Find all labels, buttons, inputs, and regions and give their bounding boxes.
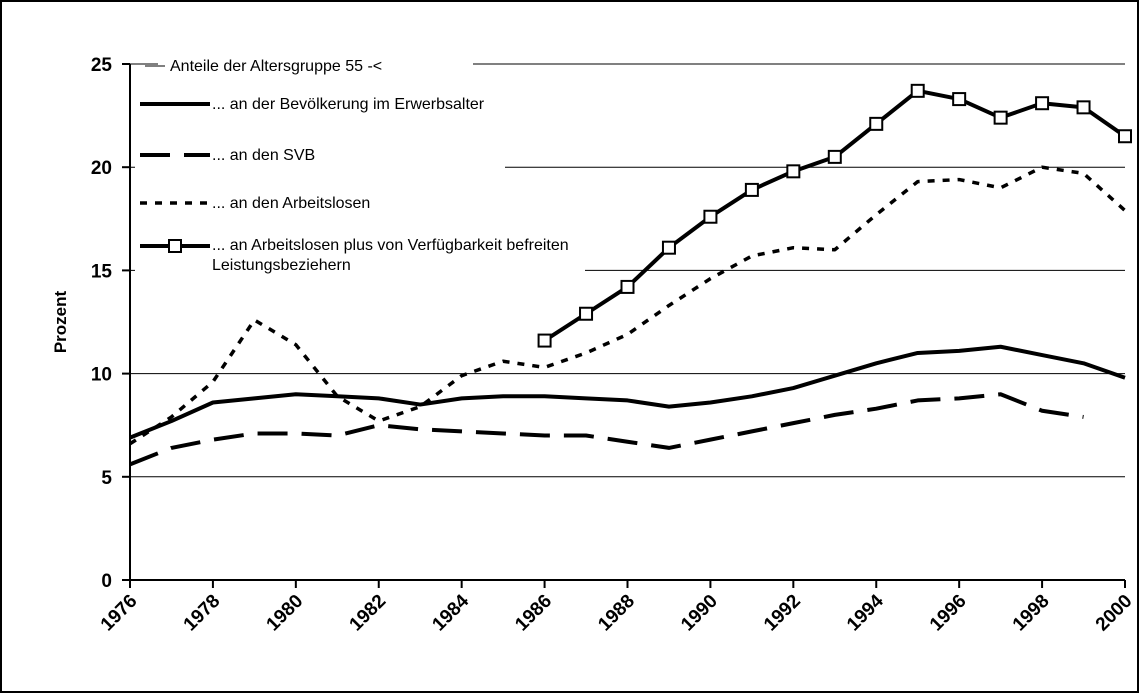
- legend-label: ... an den Arbeitslosen: [212, 195, 370, 212]
- series-line: [129, 392, 1084, 467]
- marker: [786, 164, 801, 179]
- legend-label: ... an Arbeitslosen plus von Verfügbarke…: [212, 237, 569, 274]
- marker: [1118, 129, 1132, 144]
- legend-marker: [168, 239, 182, 253]
- legend-label: ... an der Bevölkerung im Erwerbsalter: [212, 96, 485, 113]
- legend-label: ... an den SVB: [212, 147, 315, 164]
- marker: [910, 83, 925, 98]
- y-tick-label: 15: [91, 261, 113, 282]
- series-line: [129, 165, 1127, 446]
- marker: [1035, 96, 1050, 111]
- legend-title: Anteile der Altersgruppe 55 -<: [170, 58, 382, 75]
- marker: [661, 240, 676, 255]
- y-axis-label: Prozent: [51, 290, 70, 353]
- legend-bg: [158, 54, 473, 80]
- y-tick-label: 0: [101, 571, 112, 592]
- legend-bg: [135, 180, 585, 285]
- y-tick-label: 25: [91, 55, 113, 76]
- marker: [869, 116, 884, 131]
- marker: [703, 209, 718, 224]
- marker: [744, 182, 759, 197]
- marker: [993, 110, 1008, 125]
- marker: [827, 149, 842, 164]
- y-tick-label: 5: [101, 468, 112, 489]
- marker: [620, 279, 635, 294]
- marker: [952, 92, 967, 107]
- marker: [537, 333, 552, 348]
- marker: [579, 306, 594, 321]
- series-line: [129, 344, 1126, 440]
- marker: [1076, 100, 1091, 115]
- y-tick-label: 10: [91, 365, 112, 386]
- y-tick-label: 20: [91, 158, 112, 179]
